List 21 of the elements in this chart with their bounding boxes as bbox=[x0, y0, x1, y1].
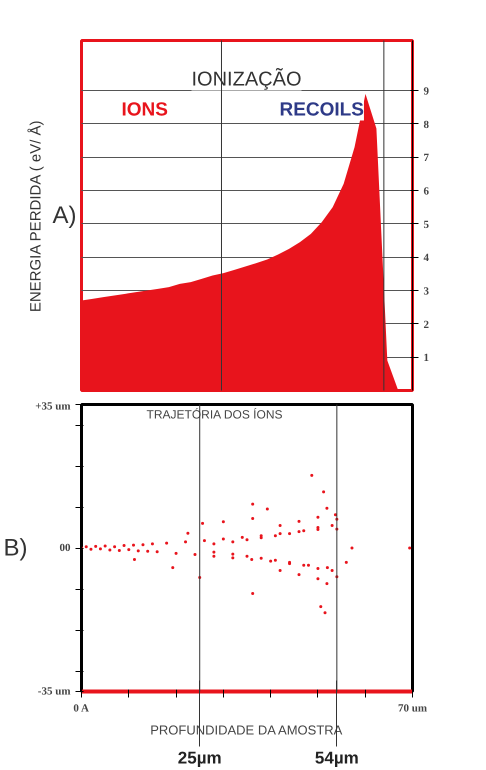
y-tick-label: 7 bbox=[424, 152, 430, 164]
annotation: RECOILS bbox=[280, 100, 364, 120]
x-tick-label: 70 um bbox=[398, 702, 428, 714]
text: B) bbox=[4, 534, 28, 562]
y-tick-label: +35 um bbox=[35, 400, 71, 412]
y-tick-label: 8 bbox=[424, 118, 430, 131]
annotation: IONS bbox=[122, 100, 168, 120]
text: A) bbox=[52, 202, 76, 229]
y-tick-label: -35 um bbox=[38, 686, 71, 698]
y-tick-label: 4 bbox=[424, 252, 430, 264]
y-tick-label: 00 bbox=[60, 542, 71, 554]
y-tick-label: 1 bbox=[424, 352, 429, 364]
ref-line-label: 25µm bbox=[178, 748, 222, 768]
y-tick-label: 2 bbox=[424, 318, 430, 331]
y-tick-label: 5 bbox=[424, 218, 430, 231]
y-tick-label: 3 bbox=[424, 286, 430, 298]
y-tick-label: 9 bbox=[424, 86, 430, 98]
y-tick-label: 6 bbox=[424, 186, 430, 198]
y-axis-title: ENERGIA PERDIDA ( eV/ Å) bbox=[26, 120, 44, 312]
x-tick-label: 0 A bbox=[73, 702, 90, 714]
ref-line-label: 54µm bbox=[314, 748, 359, 768]
